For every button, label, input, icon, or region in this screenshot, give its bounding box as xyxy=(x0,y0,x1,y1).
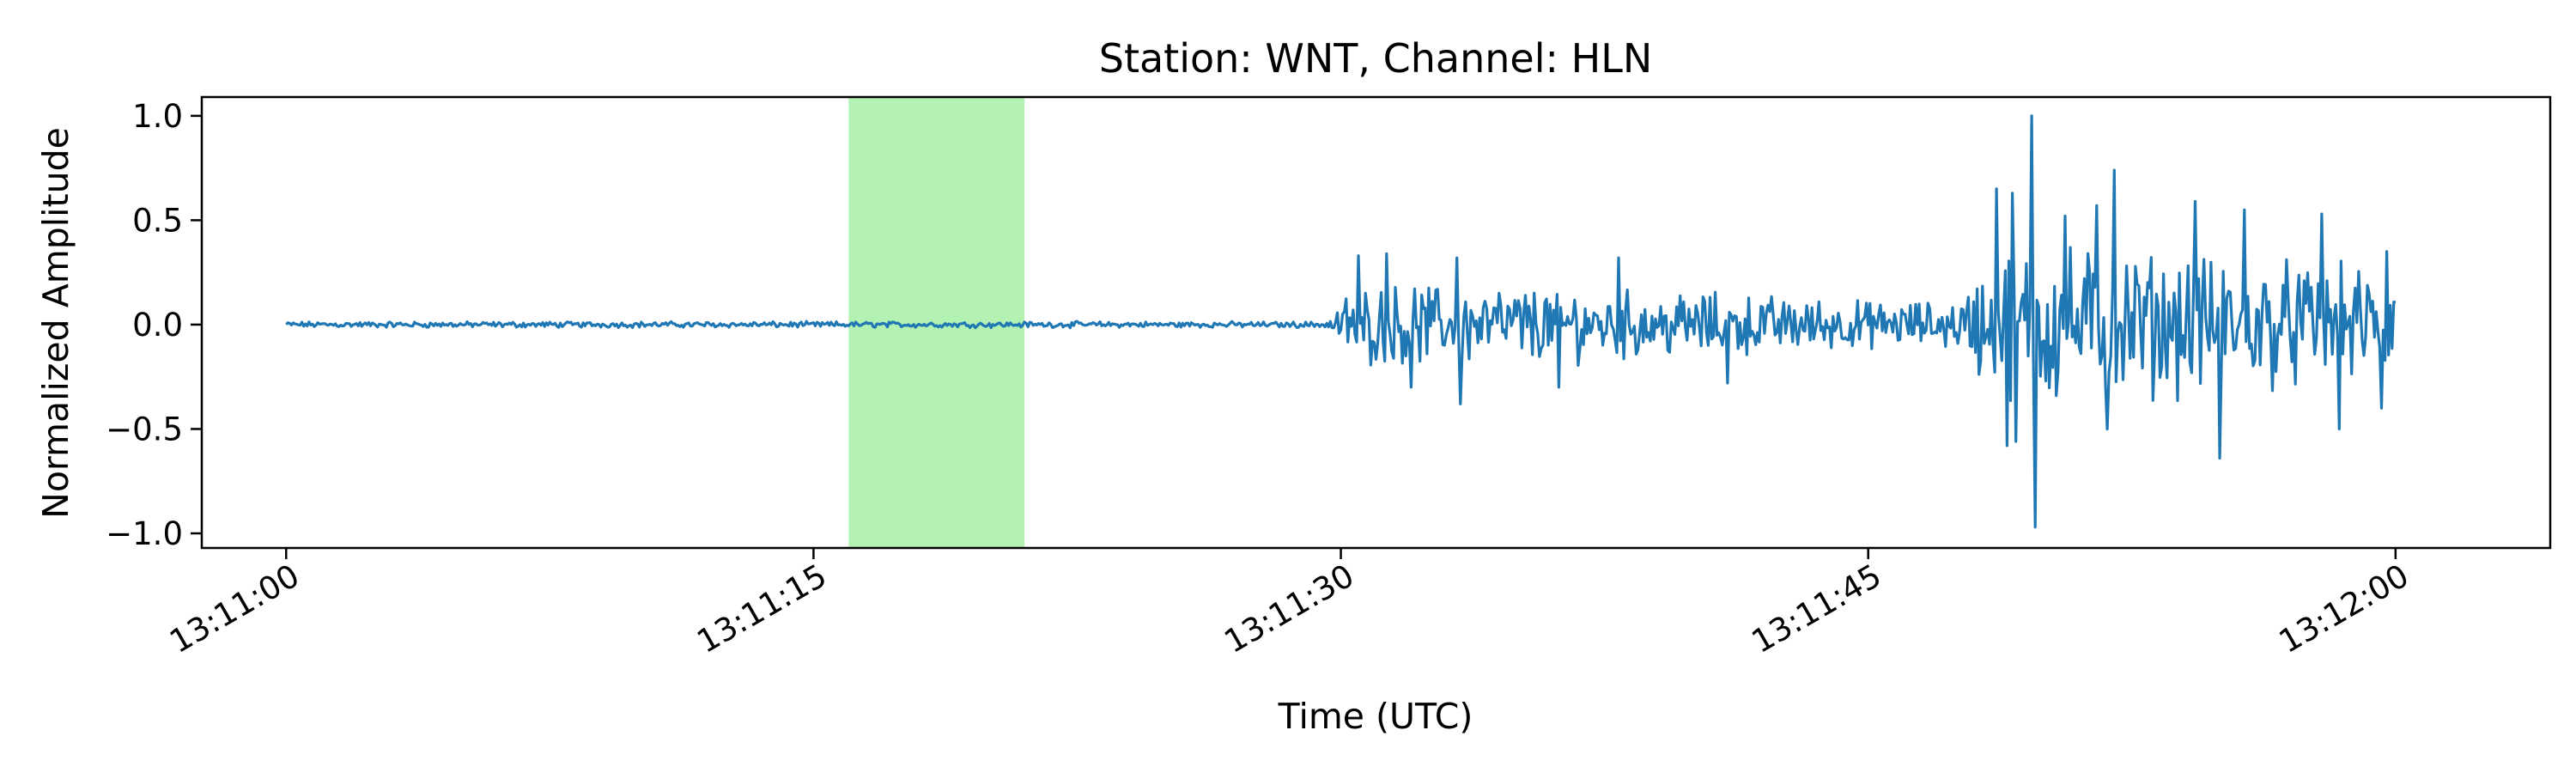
x-axis-title: Time (UTC) xyxy=(1278,696,1473,737)
y-axis-title: Normalized Amplitude xyxy=(35,127,76,519)
y-tick-label: 0.5 xyxy=(132,202,183,239)
waveform-trace xyxy=(285,114,2397,529)
y-axis: 1.0 0.5 0.0 −0.5 −1.0 xyxy=(106,98,202,552)
y-tick-label: 0.0 xyxy=(132,307,183,344)
y-tick-label: −1.0 xyxy=(106,515,183,552)
chart-title: Station: WNT, Channel: HLN xyxy=(1099,35,1653,82)
y-tick-label: −0.5 xyxy=(106,411,183,447)
highlight-window xyxy=(848,97,1025,548)
y-tick-label: 1.0 xyxy=(132,98,183,135)
plot-frame xyxy=(200,95,2552,550)
